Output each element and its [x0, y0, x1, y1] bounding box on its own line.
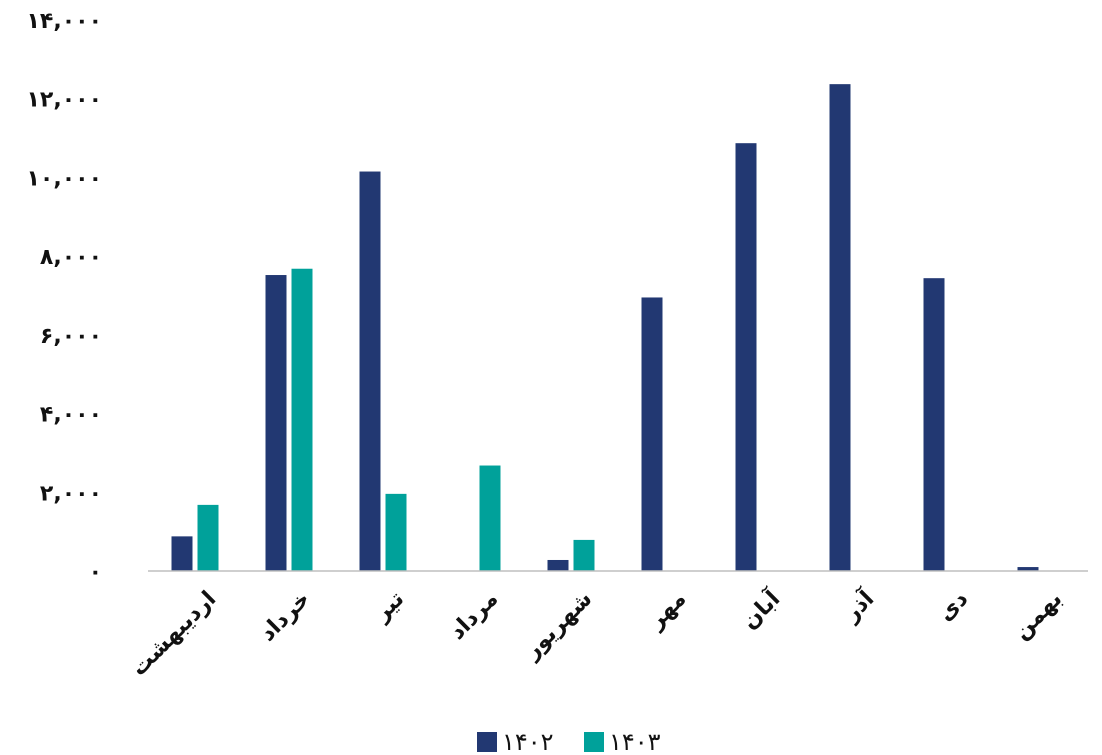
legend: ۱۴۰۲ ۱۴۰۳ — [477, 728, 661, 755]
bar-series1 — [923, 278, 945, 571]
bars — [171, 84, 1039, 571]
y-axis: ۰ ۲,۰۰۰ ۴,۰۰۰ ۶,۰۰۰ ۸,۰۰۰ ۱۰,۰۰۰ ۱۲,۰۰۰ ۱۴,۰۰۰ — [27, 9, 103, 585]
bar-series2 — [291, 268, 313, 571]
bar-series2 — [573, 539, 595, 571]
x-category-label: شهریور — [519, 587, 597, 665]
y-tick-label: ۱۴,۰۰۰ — [27, 9, 103, 34]
bar-series2 — [385, 493, 407, 571]
x-category-label: دی — [933, 587, 973, 627]
bar-series1 — [641, 297, 663, 571]
bar-series2 — [197, 504, 219, 571]
x-category-label: بهمن — [1009, 587, 1067, 645]
legend-swatch — [584, 732, 604, 752]
bar-series2 — [479, 465, 501, 571]
y-tick-label: ۲,۰۰۰ — [40, 481, 102, 506]
bar-series1 — [735, 143, 757, 571]
bar-series1 — [359, 171, 381, 571]
x-category-label: آذر — [836, 584, 879, 627]
y-tick-label: ۶,۰۰۰ — [40, 324, 102, 349]
legend-label: ۱۴۰۲ — [502, 728, 554, 755]
legend-swatch — [477, 732, 497, 752]
x-category-label: آبان — [735, 584, 785, 634]
x-axis: اردیبهشت خرداد تیر مرداد شهریور مهر آبان آذر دی ب… — [127, 584, 1068, 681]
legend-label: ۱۴۰۳ — [609, 728, 661, 755]
y-tick-label: ۰ — [89, 560, 102, 585]
x-category-label: اردیبهشت — [127, 587, 222, 682]
bar-series1 — [265, 275, 287, 571]
x-category-label: تیر — [369, 587, 409, 627]
bar-series1 — [547, 559, 569, 571]
x-category-label: مهر — [643, 587, 691, 635]
bar-series1 — [1017, 567, 1039, 571]
bar-series1 — [829, 84, 851, 571]
y-tick-label: ۸,۰۰۰ — [40, 245, 102, 270]
y-tick-label: ۴,۰۰۰ — [40, 403, 102, 428]
y-tick-label: ۱۰,۰۰۰ — [27, 166, 103, 191]
x-category-label: مرداد — [445, 587, 503, 645]
x-category-label: خرداد — [255, 587, 315, 647]
bar-series1 — [171, 536, 193, 571]
y-tick-label: ۱۲,۰۰۰ — [27, 88, 103, 113]
